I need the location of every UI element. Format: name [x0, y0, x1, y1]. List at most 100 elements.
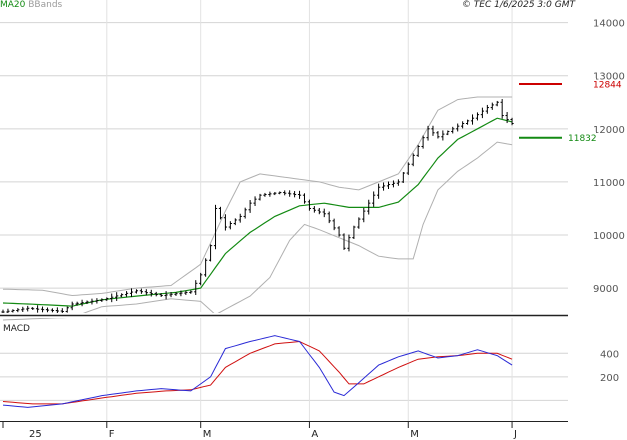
x-tick-label: F: [109, 429, 115, 440]
ohlc-bar: [90, 298, 94, 305]
ohlc-bar: [377, 183, 381, 199]
ohlc-bar: [120, 293, 124, 298]
ohlc-bar: [100, 298, 104, 302]
ohlc-bar: [184, 290, 188, 295]
ohlc-bar: [139, 288, 143, 294]
ohlc-bar: [194, 280, 198, 295]
x-tick-label: 25: [29, 429, 42, 440]
ohlc-bar: [505, 112, 509, 124]
bollinger-bands: [2, 96, 513, 321]
ohlc-bar: [233, 218, 237, 226]
ohlc-bar: [129, 288, 134, 298]
macd-line: [2, 335, 513, 408]
x-tick-label: J: [513, 429, 517, 440]
price-tick-label: 14000: [593, 19, 625, 30]
ohlc-bar: [253, 196, 257, 206]
ohlc-bar: [268, 191, 272, 197]
ohlc-bar: [292, 191, 297, 198]
ohlc-bar: [174, 292, 178, 296]
ohlc-bar: [451, 126, 455, 134]
ohlc-bar: [115, 292, 119, 301]
price-tick-label: 9000: [593, 284, 618, 295]
ohlc-bar: [495, 100, 499, 107]
macd-tick-label: 400: [600, 349, 619, 360]
ohlc-bar: [416, 144, 420, 157]
ohlc-bar: [475, 112, 480, 121]
ohlc-bar: [401, 172, 405, 183]
ohlc-bar: [436, 131, 440, 139]
bband-upper: [2, 96, 513, 297]
ohlc-bar: [213, 204, 218, 250]
ohlc-bar: [332, 218, 336, 231]
ohlc-bar: [461, 121, 465, 129]
ohlc-bar: [80, 299, 84, 307]
ohlc-bar: [441, 130, 445, 141]
ohlc-bar: [199, 272, 203, 286]
ohlc-bar: [421, 135, 425, 149]
legend-bbands: BBands: [28, 0, 63, 10]
bband-lower: [2, 141, 513, 321]
price-tick-label: 12000: [593, 125, 625, 136]
ohlc-bar: [204, 258, 208, 277]
level-tag-bg-resistance: [566, 78, 596, 90]
ohlc-bar: [288, 190, 292, 197]
x-tick-label: A: [311, 429, 318, 440]
x-tick-label: M: [203, 429, 212, 440]
ohlc-bar: [342, 233, 346, 250]
price-panel: 9000 10000 11000 12000 13000 14000 12844 11832: [0, 0, 625, 321]
ohlc-bar: [500, 99, 504, 119]
macd-axis-labels: 200 400: [600, 349, 619, 384]
ohlc-bar: [70, 301, 74, 311]
legend: MA20 BBands: [0, 0, 62, 11]
macd-title: MACD: [3, 324, 30, 334]
price-levels: 12844 11832: [519, 78, 622, 144]
price-axis-labels: 9000 10000 11000 12000 13000 14000: [593, 19, 625, 295]
ohlc-bar: [169, 292, 173, 298]
ohlc-bar: [322, 208, 326, 218]
ohlc-bar: [406, 162, 410, 175]
ohlc-bar: [431, 125, 435, 136]
macd-lines: [2, 335, 513, 408]
ohlc-bar: [208, 244, 213, 262]
ohlc-bar: [362, 207, 366, 223]
x-tick-label: M: [410, 429, 419, 440]
ohlc-bar: [218, 206, 223, 220]
copyright-stamp: © TEC 1/6/2025 3:0 GMT: [461, 0, 575, 10]
ohlc-bar: [283, 190, 287, 196]
ohlc-bar: [273, 191, 277, 196]
ohlc-bar: [189, 290, 193, 294]
ohlc-bar: [26, 305, 30, 312]
x-axis: 25 F M A M J: [0, 421, 568, 440]
ohlc-bar: [243, 207, 247, 219]
ohlc-bar: [480, 107, 485, 119]
ohlc-bar: [337, 226, 341, 237]
ohlc-bar: [386, 181, 391, 189]
ohlc-bar: [490, 102, 494, 110]
ohlc-bar: [144, 289, 148, 296]
ohlc-bar: [278, 191, 282, 195]
level-label-support: 11832: [568, 134, 597, 144]
ohlc-bar: [95, 298, 99, 304]
macd-tick-label: 200: [600, 373, 619, 384]
price-tick-label: 13000: [593, 72, 625, 83]
ohlc-bar: [124, 291, 129, 297]
ohlc-bar: [485, 104, 489, 114]
ma20-path: [2, 117, 513, 307]
ohlc-bar: [164, 291, 168, 300]
ohlc-bar: [367, 199, 371, 215]
ohlc-bar: [65, 306, 69, 313]
ma20-line: [2, 117, 513, 307]
ohlc-bar: [352, 225, 356, 239]
macd-grid: [0, 318, 568, 421]
ohlc-bar: [317, 208, 321, 215]
ohlc-bar: [391, 180, 396, 188]
ohlc-bar: [248, 200, 252, 213]
ohlc-bar: [297, 190, 302, 199]
ohlc-bar: [85, 300, 89, 305]
ohlc-bar: [154, 291, 158, 297]
ohlc-bar: [159, 293, 163, 297]
ohlc-bar: [263, 192, 267, 197]
ohlc-bar: [307, 199, 312, 211]
ohlc-bar: [426, 125, 430, 141]
ohlc-bar: [110, 293, 114, 303]
